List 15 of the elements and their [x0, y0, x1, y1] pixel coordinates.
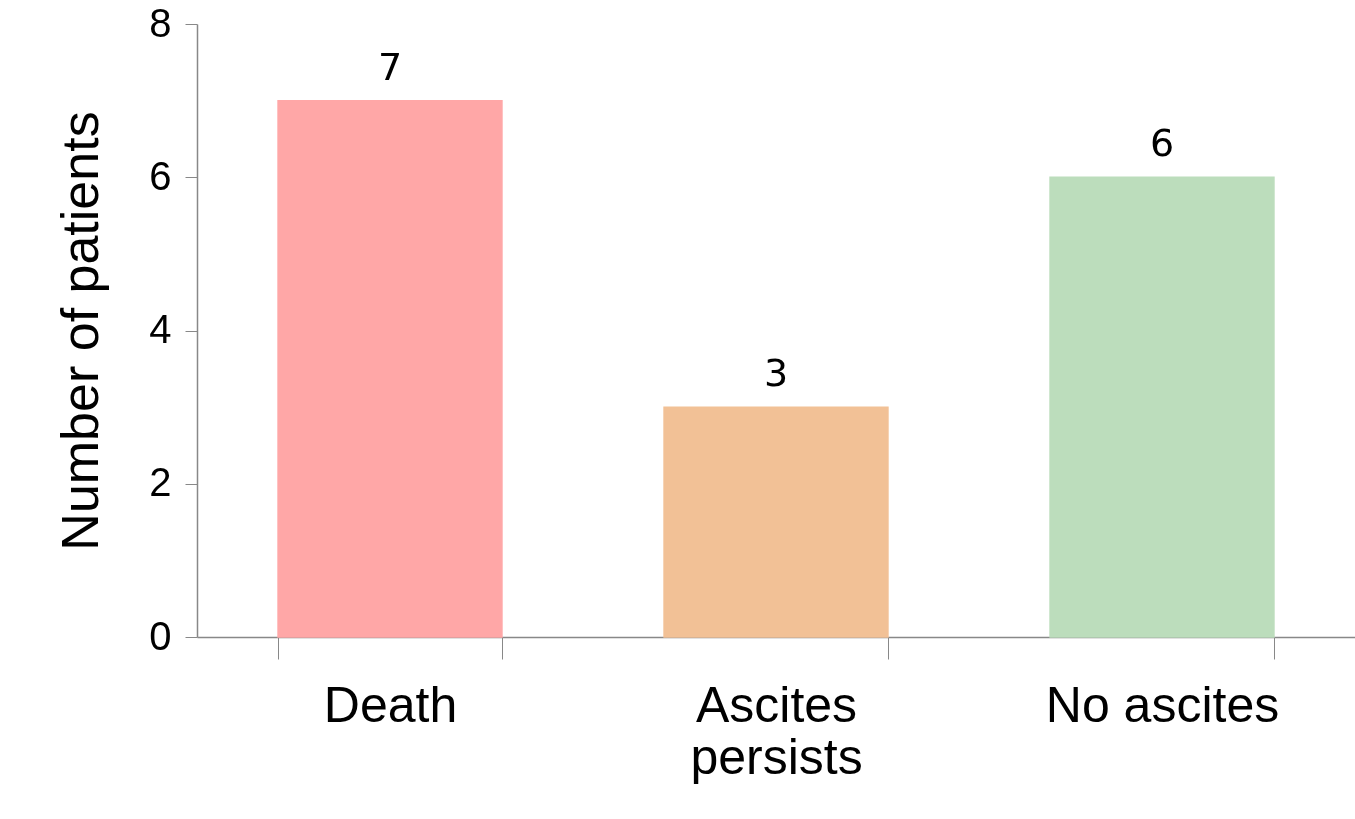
x-tick-label: No ascites — [1045, 676, 1280, 733]
y-tick-label: 4 — [149, 307, 172, 351]
bar — [277, 99, 503, 638]
y-axis-title: Number of patients — [51, 111, 110, 551]
data-label: 7 — [377, 44, 403, 89]
x-tick-label: Ascites persists — [690, 676, 863, 785]
bar — [663, 406, 889, 638]
data-label: 6 — [1149, 121, 1175, 166]
y-tick-label: 0 — [149, 613, 172, 658]
x-tick-label: Death — [323, 676, 458, 733]
y-tick-label: 2 — [149, 460, 172, 505]
bar — [1049, 176, 1275, 638]
y-tick-label: 6 — [149, 153, 172, 198]
data-label: 3 — [763, 351, 789, 396]
y-tick-label: 8 — [149, 0, 172, 45]
